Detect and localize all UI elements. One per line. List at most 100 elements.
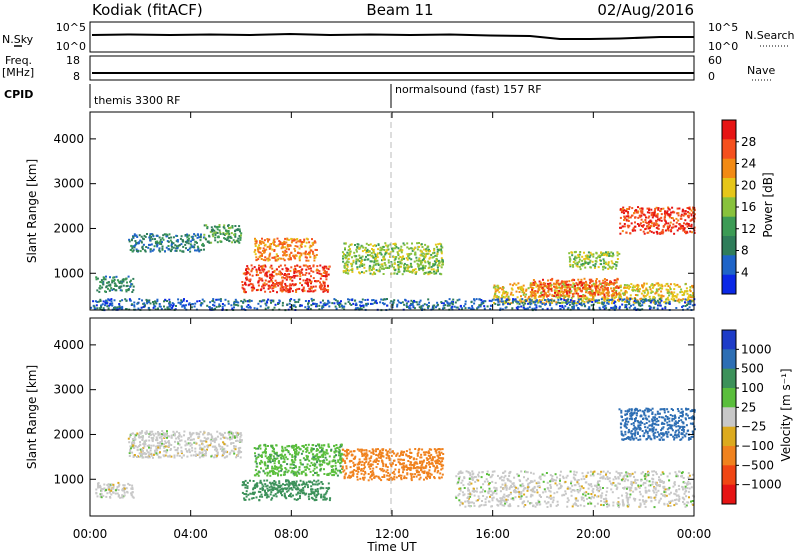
power-cell: [249, 279, 251, 281]
velocity-cell: [264, 491, 266, 493]
velocity-cell: [201, 451, 203, 453]
power-cell: [509, 283, 511, 285]
power-cell: [345, 243, 347, 245]
power-cell: [511, 292, 513, 294]
power-cell: [386, 305, 388, 307]
velocity-cell: [159, 451, 161, 453]
power-cell: [242, 302, 244, 304]
power-cell: [464, 303, 466, 305]
power-cell: [295, 291, 297, 293]
power-cell: [568, 291, 570, 293]
power-cell: [176, 250, 178, 252]
velocity-cell: [151, 431, 153, 433]
velocity-cell: [105, 496, 107, 498]
power-cell: [261, 280, 263, 282]
power-cell: [228, 230, 230, 232]
power-cell: [304, 290, 306, 292]
power-cell: [589, 256, 591, 258]
power-cell: [368, 244, 370, 246]
power-cell: [663, 225, 665, 227]
velocity-cell: [300, 480, 302, 482]
power-cell: [436, 269, 438, 271]
power-cell: [543, 293, 545, 295]
power-cell: [534, 301, 536, 303]
power-cell: [606, 299, 608, 301]
velocity-cell: [227, 438, 229, 440]
power-cell: [188, 238, 190, 240]
power-cell: [441, 252, 443, 254]
power-cell: [393, 243, 395, 245]
power-cell: [579, 282, 581, 284]
power-cell: [561, 290, 563, 292]
power-cell: [437, 266, 439, 268]
power-cell: [682, 209, 684, 211]
power-cell: [398, 250, 400, 252]
power-cell: [327, 300, 329, 302]
power-cell: [611, 260, 613, 262]
power-cell: [622, 208, 624, 210]
power-cell: [286, 285, 288, 287]
power-cell: [308, 260, 310, 262]
power-cell: [280, 287, 282, 289]
power-cell: [257, 274, 259, 276]
power-cell: [288, 258, 290, 260]
power-cell: [686, 232, 688, 234]
power-cell: [427, 253, 429, 255]
power-cell: [415, 257, 417, 259]
power-cell: [260, 305, 262, 307]
power-cell: [471, 305, 473, 307]
power-cell: [411, 266, 413, 268]
velocity-cell: [316, 467, 318, 469]
power-cell: [560, 295, 562, 297]
power-cell: [312, 242, 314, 244]
power-cell: [571, 254, 573, 256]
power-cell: [359, 272, 361, 274]
power-cell: [114, 299, 116, 301]
power-cell: [627, 225, 629, 227]
velocity-cell: [290, 488, 292, 490]
power-cell: [310, 245, 312, 247]
power-cell: [351, 271, 353, 273]
power-cell: [429, 264, 431, 266]
velocity-cell: [239, 447, 241, 449]
power-cell: [677, 293, 679, 295]
power-cell: [363, 264, 365, 266]
power-cell: [114, 307, 116, 309]
power-cell: [344, 247, 346, 249]
power-cell: [260, 289, 262, 291]
power-cell: [278, 266, 280, 268]
power-cell: [345, 272, 347, 274]
power-cell: [365, 256, 367, 258]
velocity-cell: [324, 499, 326, 501]
power-cell: [145, 246, 147, 248]
velocity-cell: [225, 451, 227, 453]
velocity-cell: [322, 487, 324, 489]
power-cell: [192, 239, 194, 241]
power-cell: [659, 302, 661, 304]
power-cell: [559, 305, 561, 307]
velocity-cell: [128, 441, 130, 443]
velocity-cell: [199, 447, 201, 449]
power-cell: [440, 273, 442, 275]
power-cell: [365, 270, 367, 272]
power-cell: [258, 285, 260, 287]
power-cell: [172, 302, 174, 304]
power-cell: [533, 279, 535, 281]
power-cell: [125, 289, 127, 291]
noise-right-tick-top: 10^5: [708, 21, 738, 34]
power-cell: [156, 299, 158, 301]
power-cell: [286, 304, 288, 306]
power-cell: [519, 291, 521, 293]
power-cell: [168, 237, 170, 239]
power-colorbar-tick-label: 12: [741, 222, 756, 236]
power-cell: [194, 303, 196, 305]
power-cell: [619, 227, 621, 229]
power-cell: [604, 298, 606, 300]
power-cell: [610, 267, 612, 269]
velocity-cell: [186, 456, 188, 458]
power-cell: [307, 285, 309, 287]
power-cell: [239, 230, 241, 232]
power-cell: [673, 292, 675, 294]
power-cell: [567, 284, 569, 286]
power-cell: [624, 284, 626, 286]
